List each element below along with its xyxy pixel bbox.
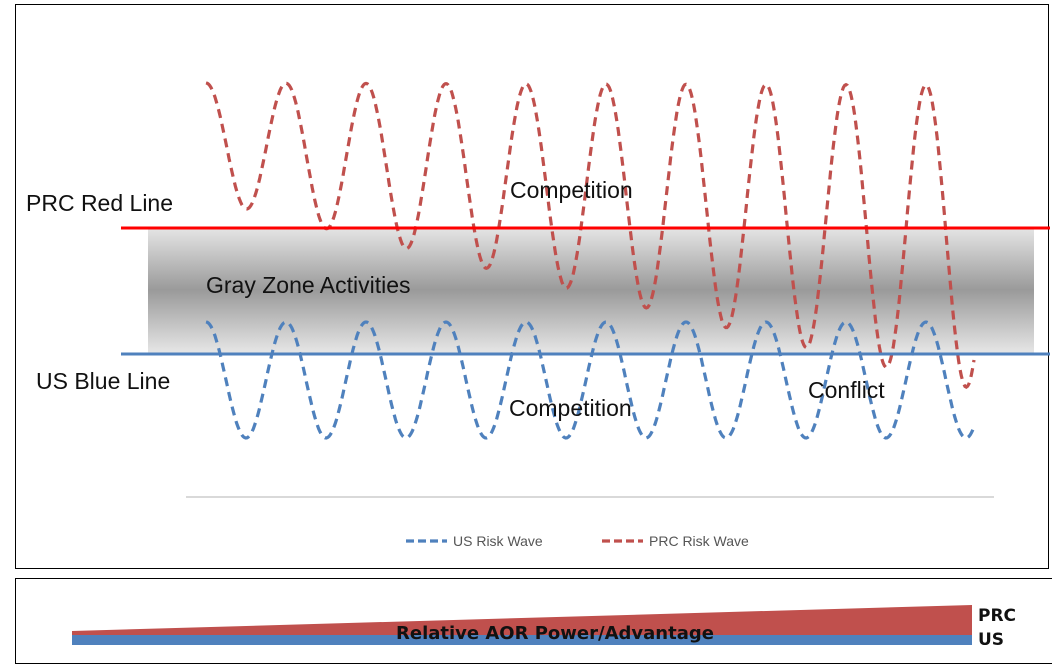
us-side-label: US [978, 630, 1004, 650]
prc-risk-wave [205, 81, 976, 389]
power-bar-canvas: Relative AOR Power/Advantage PRC US [72, 605, 1016, 650]
competition-upper-bg [503, 165, 675, 219]
legend: US Risk Wave PRC Risk Wave [406, 533, 749, 549]
competition-upper-label: Competition [510, 177, 633, 203]
risk-wave-canvas: PRC Red Line US Blue Line Gray Zone Acti… [26, 81, 1050, 549]
conflict-bg [797, 367, 915, 409]
legend-us-label: US Risk Wave [453, 533, 543, 549]
us-power-bar [72, 635, 972, 645]
power-bar-label: Relative AOR Power/Advantage [396, 623, 714, 644]
us-risk-wave [205, 320, 976, 440]
prc-side-label: PRC [978, 606, 1016, 626]
competition-lower-bg [497, 385, 681, 433]
legend-prc-label: PRC Risk Wave [649, 533, 749, 549]
competition-lower-label: Competition [509, 395, 632, 421]
prc-power-wedge [72, 605, 972, 635]
us-blue-line-label: US Blue Line [36, 368, 170, 394]
relative-power-panel: Relative AOR Power/Advantage PRC US [15, 578, 1052, 664]
gray-zone-label: Gray Zone Activities [206, 272, 411, 298]
conflict-label: Conflict [808, 377, 885, 403]
gray-zone-band [148, 227, 1034, 353]
risk-wave-diagram: PRC Red Line US Blue Line Gray Zone Acti… [15, 4, 1050, 569]
prc-red-line-label: PRC Red Line [26, 190, 173, 216]
